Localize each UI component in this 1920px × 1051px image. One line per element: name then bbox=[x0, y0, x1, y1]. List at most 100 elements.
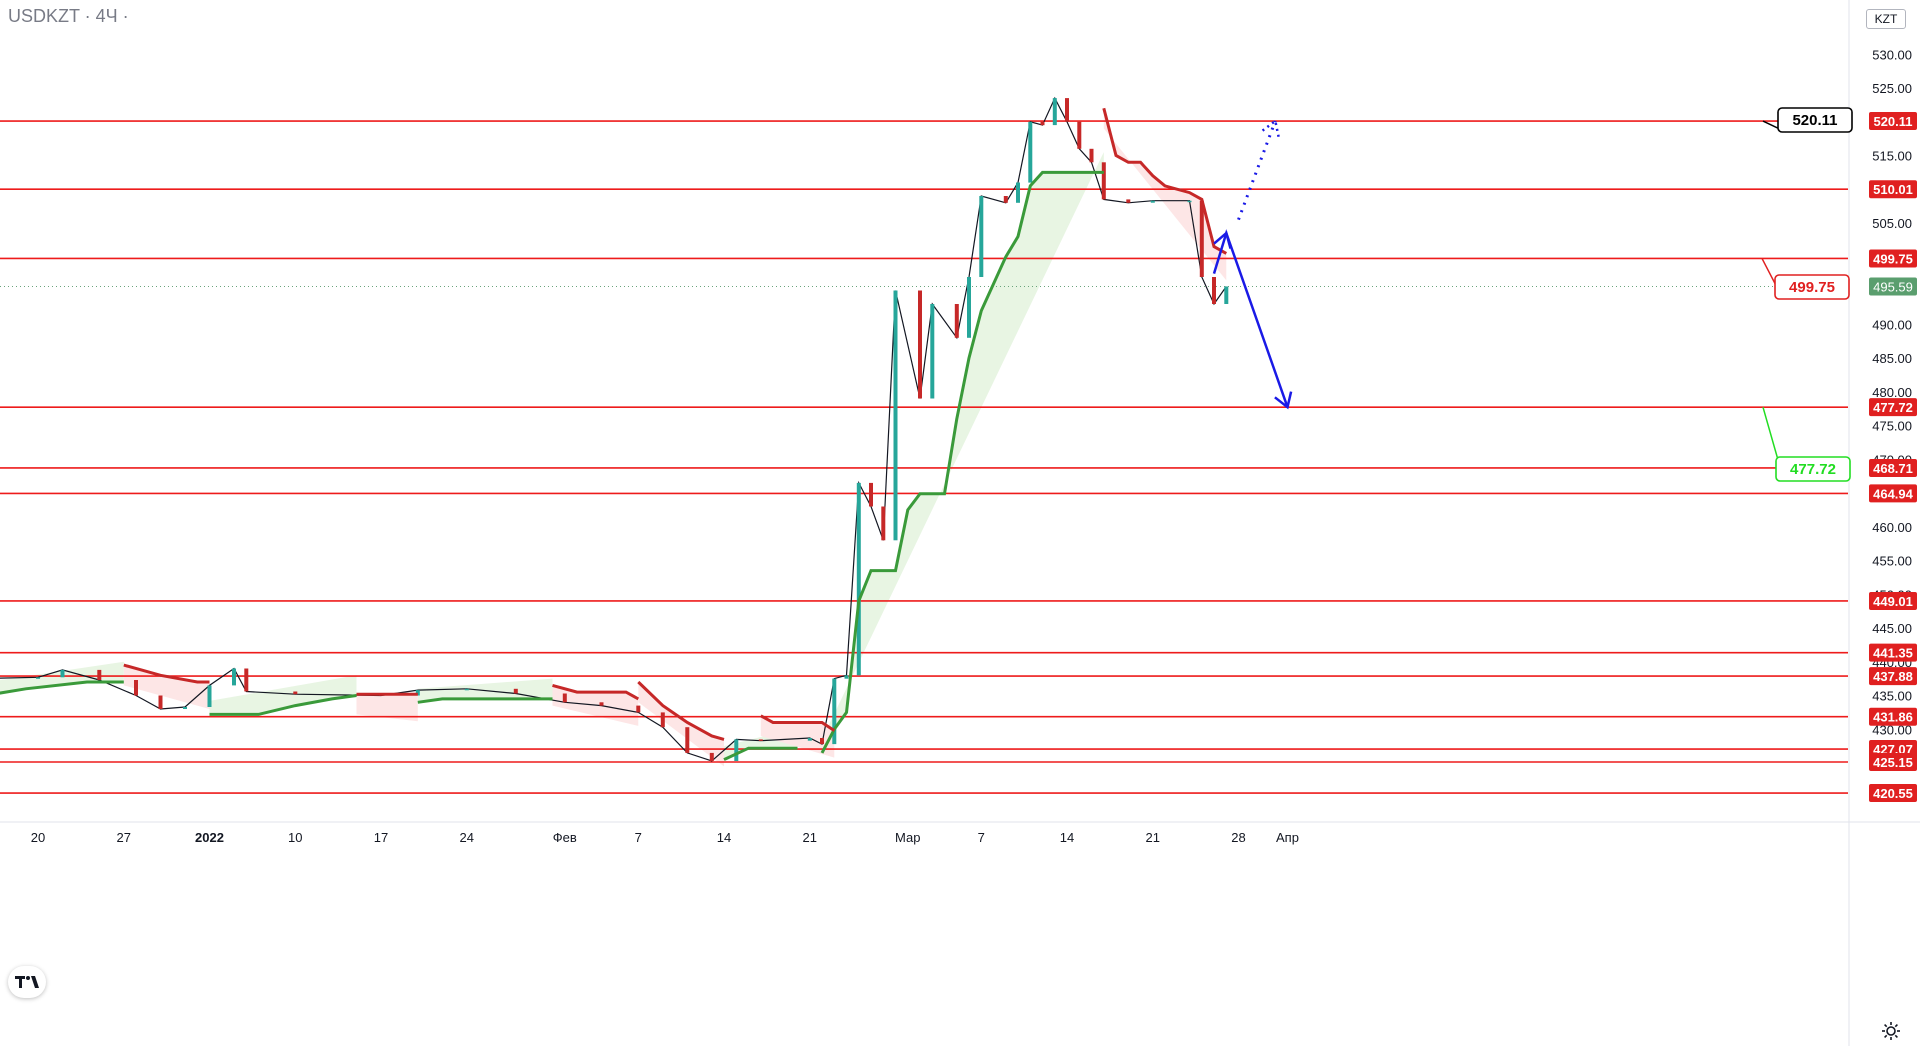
price-candle[interactable] bbox=[820, 738, 824, 745]
price-candle[interactable] bbox=[1150, 200, 1155, 203]
price-candle[interactable] bbox=[709, 752, 714, 761]
target-callout-label: 477.72 bbox=[1790, 461, 1836, 478]
price-candle[interactable] bbox=[832, 678, 837, 745]
price-level-tag[interactable] bbox=[1869, 484, 1917, 503]
price-level-tag[interactable] bbox=[1869, 707, 1917, 726]
price-candle[interactable] bbox=[869, 482, 873, 507]
price-candle[interactable] bbox=[1065, 98, 1069, 122]
supertrend-down-line bbox=[123, 663, 210, 684]
price-candle[interactable] bbox=[1089, 148, 1094, 163]
price-level-tag-label: 464.94 bbox=[1873, 486, 1914, 501]
price-candle[interactable] bbox=[36, 677, 40, 679]
supertrend-up-line bbox=[0, 680, 124, 695]
price-candle[interactable] bbox=[844, 675, 849, 679]
price-candle[interactable] bbox=[967, 277, 971, 338]
projection-dotted-path[interactable] bbox=[1237, 120, 1277, 221]
price-candle[interactable] bbox=[183, 707, 187, 709]
price-candle[interactable] bbox=[1077, 121, 1082, 149]
price-candle[interactable] bbox=[893, 290, 898, 541]
price-candle[interactable] bbox=[1101, 162, 1106, 200]
price-level-tag[interactable] bbox=[1869, 591, 1917, 610]
price-candle[interactable] bbox=[660, 712, 665, 728]
current-price-tag[interactable] bbox=[1869, 277, 1917, 296]
price-candle[interactable] bbox=[293, 691, 298, 695]
price-candle[interactable] bbox=[930, 304, 935, 399]
price-candle[interactable] bbox=[232, 668, 236, 686]
x-tick-label: Фев bbox=[553, 830, 577, 845]
price-level-tag[interactable] bbox=[1869, 398, 1917, 417]
price-candle[interactable] bbox=[807, 738, 812, 741]
projection-dotted-arrowhead bbox=[1261, 118, 1280, 137]
y-tick-label: 530.00 bbox=[1872, 47, 1912, 62]
target-callout-label: 499.75 bbox=[1789, 279, 1835, 296]
target-callout-box[interactable] bbox=[1775, 456, 1851, 482]
x-tick-label: 20 bbox=[31, 830, 45, 845]
price-level-tag[interactable] bbox=[1869, 784, 1917, 803]
target-callout-box[interactable] bbox=[1777, 107, 1853, 133]
supertrend-down-fill bbox=[1103, 108, 1227, 281]
y-tick-label: 430.00 bbox=[1872, 722, 1912, 737]
tradingview-logo[interactable] bbox=[8, 966, 46, 998]
price-candle[interactable] bbox=[60, 669, 65, 678]
target-callout-box[interactable] bbox=[1774, 274, 1850, 300]
price-candle[interactable] bbox=[1003, 196, 1008, 203]
price-candle[interactable] bbox=[758, 739, 763, 741]
price-candle[interactable] bbox=[1212, 277, 1216, 304]
price-candle[interactable] bbox=[134, 680, 138, 696]
price-level-tag[interactable] bbox=[1869, 180, 1917, 199]
price-candle[interactable] bbox=[97, 669, 102, 680]
price-candle[interactable] bbox=[1028, 121, 1033, 183]
supertrend-down-fill bbox=[760, 715, 835, 758]
supertrend-up-line bbox=[417, 697, 553, 704]
supertrend-up-fill bbox=[209, 675, 357, 715]
supertrend-up-fill bbox=[822, 152, 1104, 753]
x-tick-label: Мар bbox=[895, 830, 920, 845]
price-candle[interactable] bbox=[685, 727, 690, 753]
price-candle[interactable] bbox=[954, 304, 959, 338]
projection-up-arrowhead bbox=[1213, 230, 1232, 249]
price-candle[interactable] bbox=[1224, 286, 1229, 305]
supertrend-down-line bbox=[1102, 107, 1228, 255]
price-level-tag-label: 468.71 bbox=[1873, 461, 1913, 476]
settings-gear-icon[interactable] bbox=[1880, 1020, 1902, 1042]
price-candle[interactable] bbox=[1199, 200, 1204, 277]
price-candle[interactable] bbox=[636, 705, 641, 713]
price-level-tag[interactable] bbox=[1869, 458, 1917, 477]
x-tick-label: 2022 bbox=[195, 830, 224, 845]
price-candle[interactable] bbox=[1016, 182, 1020, 203]
price-level-tag[interactable] bbox=[1869, 643, 1917, 662]
price-candle[interactable] bbox=[734, 739, 739, 761]
price-candle[interactable] bbox=[464, 688, 469, 691]
y-tick-label: 525.00 bbox=[1872, 81, 1912, 96]
price-candle[interactable] bbox=[599, 702, 604, 706]
price-candle[interactable] bbox=[1126, 199, 1131, 203]
price-candle[interactable] bbox=[244, 668, 249, 692]
price-level-tag[interactable] bbox=[1869, 249, 1917, 268]
price-level-tag-label: 510.01 bbox=[1873, 182, 1913, 197]
price-level-tag[interactable] bbox=[1869, 753, 1917, 771]
x-tick-label: 17 bbox=[374, 830, 388, 845]
price-level-tag[interactable] bbox=[1869, 112, 1917, 131]
price-candle[interactable] bbox=[158, 695, 163, 710]
price-candle[interactable] bbox=[1040, 121, 1045, 126]
price-candle[interactable] bbox=[1187, 200, 1192, 203]
x-tick-label: Апр bbox=[1276, 830, 1299, 845]
currency-button[interactable]: KZT bbox=[1866, 9, 1906, 29]
price-candle[interactable] bbox=[1052, 98, 1057, 126]
price-candle[interactable] bbox=[562, 693, 567, 703]
price-level-tag-label: 520.11 bbox=[1873, 114, 1912, 129]
price-candle[interactable] bbox=[513, 688, 518, 694]
price-candle[interactable] bbox=[856, 482, 861, 676]
y-tick-label: 485.00 bbox=[1872, 351, 1912, 366]
price-candle[interactable] bbox=[979, 196, 984, 277]
price-candle[interactable] bbox=[207, 685, 212, 707]
price-candle[interactable] bbox=[881, 506, 886, 541]
tradingview-logo-icon bbox=[15, 976, 39, 988]
price-level-tag[interactable] bbox=[1869, 667, 1917, 686]
price-level-tag-label: 420.55 bbox=[1873, 786, 1913, 801]
projection-down-arrowhead bbox=[1274, 391, 1293, 410]
price-candle[interactable] bbox=[918, 290, 922, 399]
price-level-tag-label: 431.86 bbox=[1873, 710, 1913, 725]
